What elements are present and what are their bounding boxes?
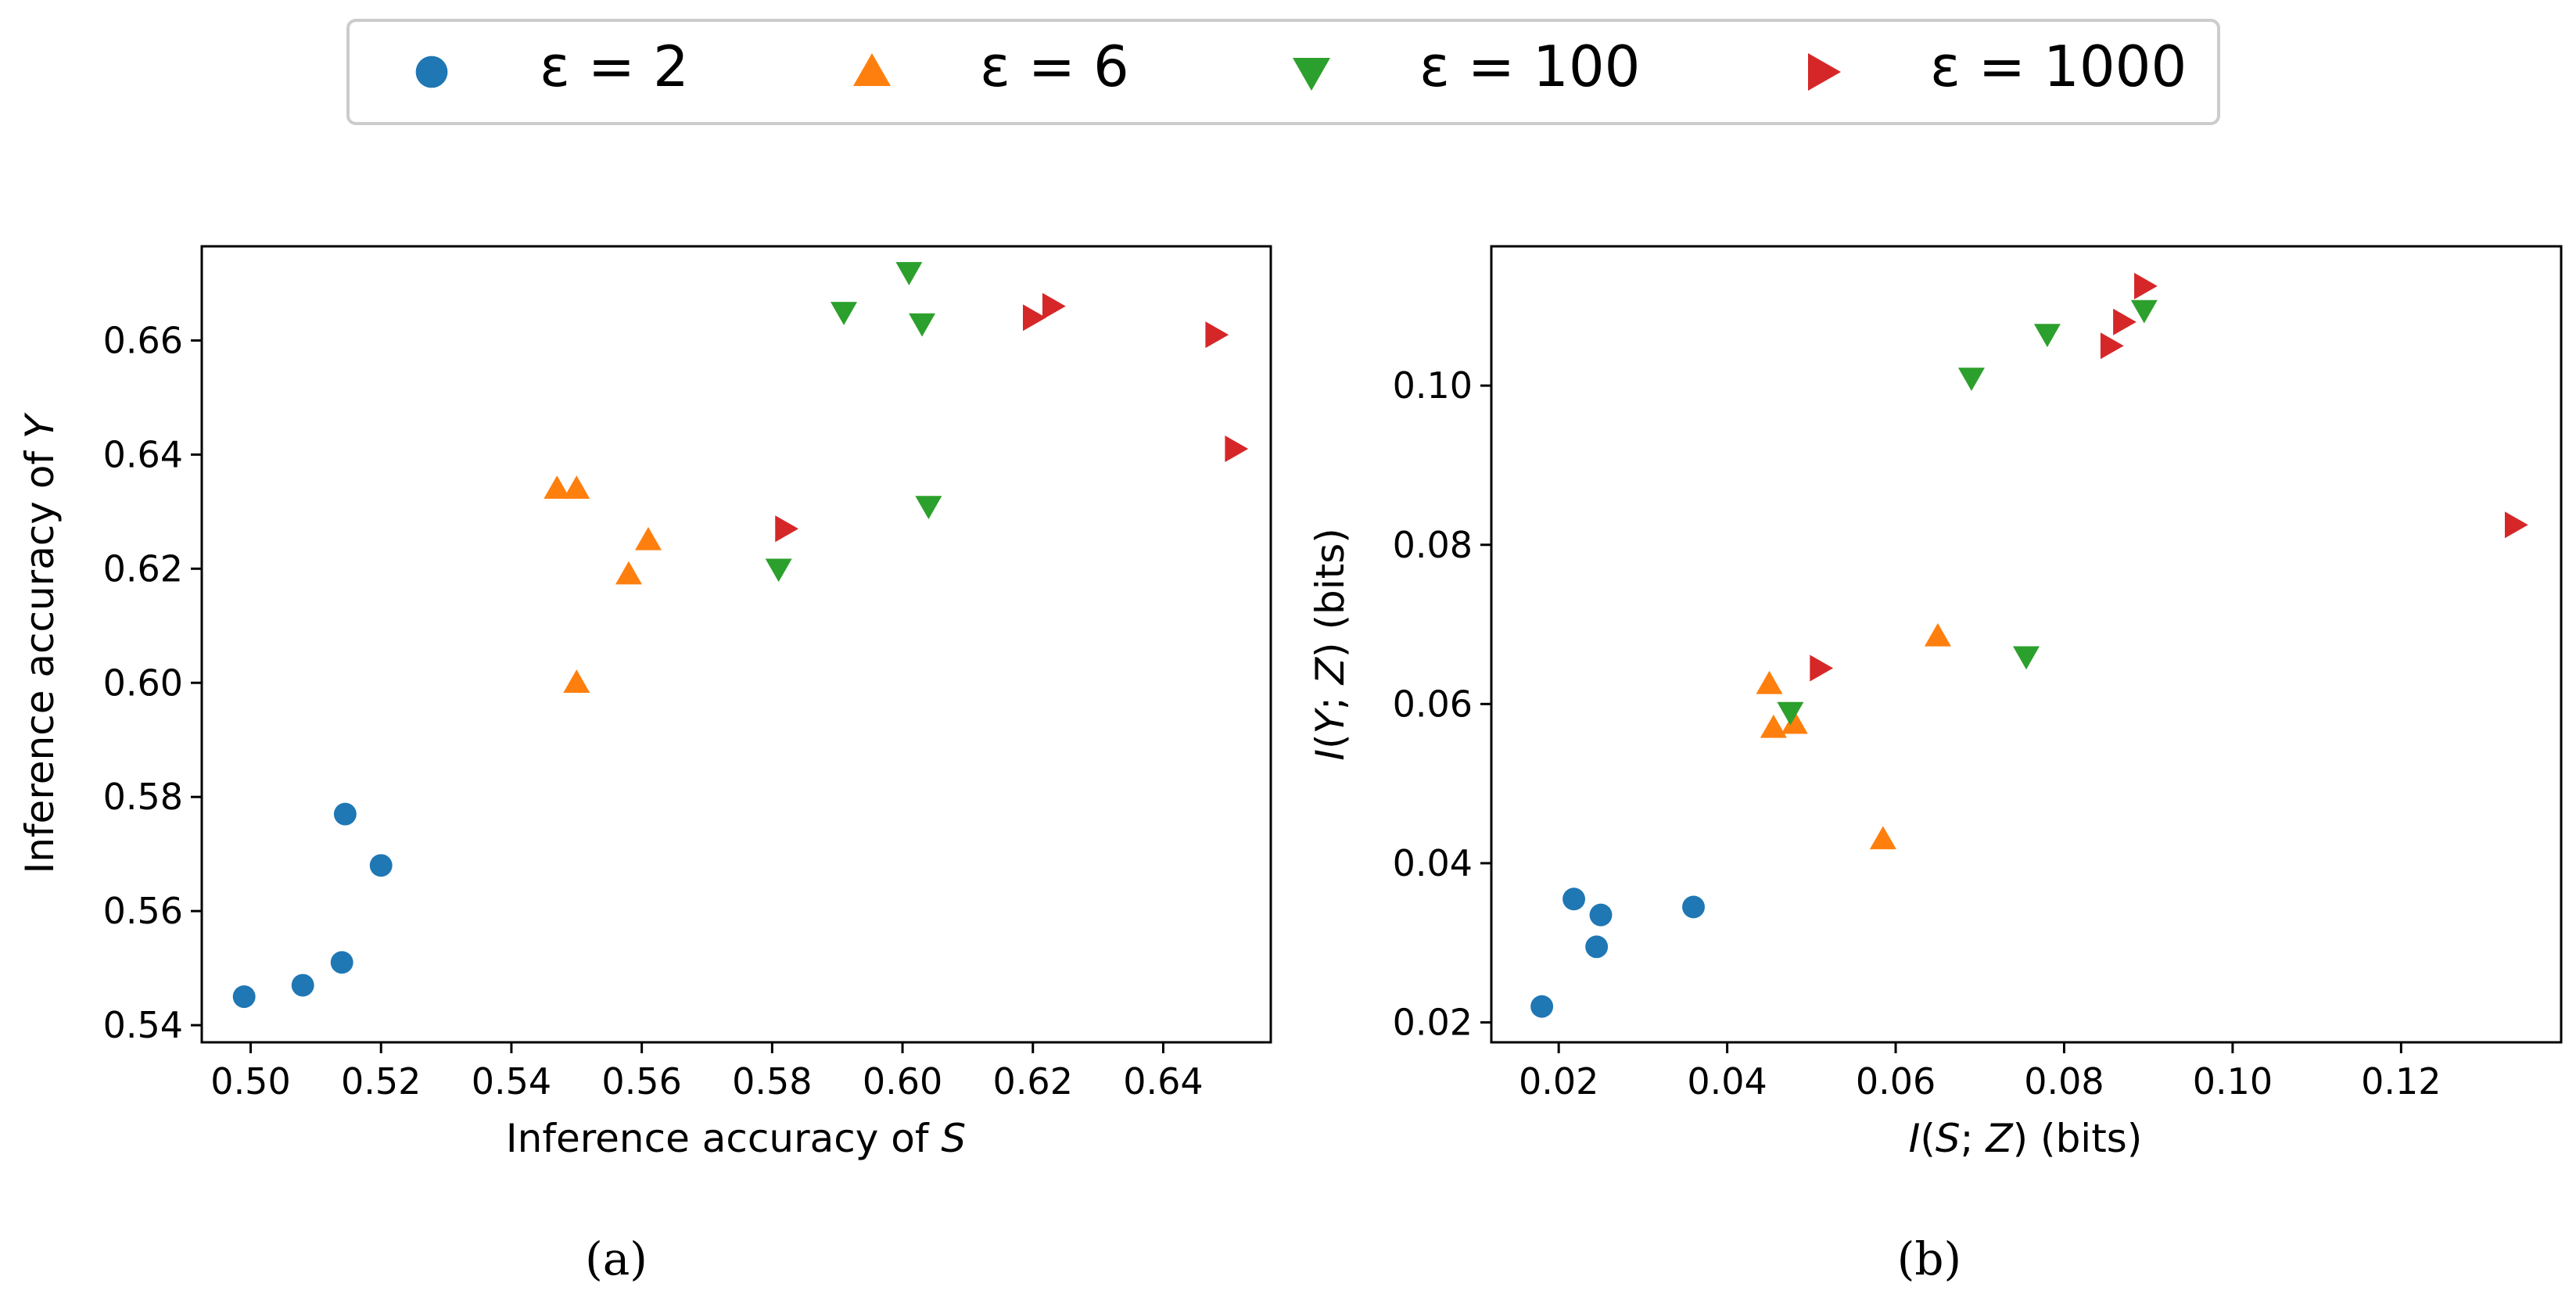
chart-a-point-triangle-down: [909, 313, 936, 337]
legend-marker-circle: [415, 56, 448, 88]
chart-b-point-triangle-right: [2134, 272, 2158, 299]
chart-a-ylabel: Inference accuracy of Y: [17, 412, 63, 873]
chart-a-ytick-label: 0.60: [103, 662, 183, 704]
chart-b-point-circle: [1562, 887, 1586, 911]
chart-a-plot-area: [200, 245, 1272, 1044]
chart-b-point-triangle-right: [1810, 654, 1834, 682]
chart-a-point-triangle-right: [1023, 304, 1046, 332]
chart-a-panel-label: (a): [585, 1232, 648, 1285]
chart-b-ytick-label: 0.06: [1393, 683, 1473, 725]
chart-a-ytick-label: 0.64: [103, 433, 183, 475]
chart-b-point-triangle-up: [1869, 826, 1896, 850]
chart-b-point-triangle-down: [2033, 324, 2061, 347]
chart-b-point-circle: [1682, 895, 1705, 919]
chart-a-point-triangle-down: [765, 558, 792, 583]
chart-b-point-triangle-up: [1760, 714, 1787, 738]
chart-a-xtick-label: 0.62: [993, 1060, 1073, 1103]
chart-a-point-circle: [232, 985, 256, 1009]
chart-b-point-triangle-up: [1756, 670, 1783, 694]
chart-b-ytick-label: 0.02: [1393, 1002, 1473, 1044]
chart-a-point-triangle-right: [1205, 321, 1229, 349]
chart-b-point-triangle-down: [2013, 646, 2040, 670]
chart-b-ytick-label: 0.08: [1393, 524, 1473, 566]
chart-a-xtick-label: 0.60: [863, 1060, 942, 1103]
chart-a-xtick-label: 0.56: [601, 1060, 681, 1103]
chart-b-point-circle: [1589, 903, 1613, 927]
chart-a-xtick-label: 0.54: [472, 1060, 551, 1103]
chart-b-xtick-label: 0.06: [1856, 1060, 1936, 1103]
chart-a-point-triangle-up: [615, 561, 642, 585]
legend-label: ε = 1000: [1930, 34, 2187, 99]
chart-a-xtick-label: 0.50: [210, 1060, 290, 1103]
chart-a-xtick-label: 0.58: [732, 1060, 812, 1103]
chart-b-point-triangle-right: [2113, 308, 2137, 335]
chart-a-xtick-label: 0.64: [1123, 1060, 1203, 1103]
chart-b-point-circle: [1530, 995, 1554, 1018]
chart-a-point-triangle-down: [895, 262, 923, 285]
chart-b-panel-label: (b): [1897, 1232, 1961, 1285]
chart-a-ytick-label: 0.62: [103, 547, 183, 590]
legend-marker-triangle-right: [1808, 53, 1841, 91]
legend-marker-triangle-down: [1293, 58, 1330, 91]
chart-b-point-triangle-right: [2505, 511, 2528, 539]
chart-a-ytick-label: 0.54: [103, 1004, 183, 1046]
chart-b-xtick-label: 0.10: [2193, 1060, 2273, 1103]
chart-b-ytick-label: 0.04: [1393, 842, 1473, 884]
chart-b-point-triangle-down: [1957, 368, 1985, 391]
chart-a-ytick-label: 0.58: [103, 776, 183, 818]
chart-b-xtick-label: 0.02: [1519, 1060, 1598, 1103]
chart-a-point-triangle-right: [1225, 436, 1249, 463]
chart-b-xtick-label: 0.08: [2024, 1060, 2104, 1103]
chart-b-xtick-label: 0.04: [1687, 1060, 1767, 1103]
chart-b-xlabel: I(S; Z) (bits): [1909, 1116, 2143, 1161]
chart-a-ytick-label: 0.66: [103, 319, 183, 361]
chart-a-point-circle: [330, 951, 353, 974]
chart-a-ytick-label: 0.56: [103, 890, 183, 932]
chart-b-point-triangle-up: [1924, 622, 1951, 647]
chart-a-point-triangle-up: [544, 475, 571, 499]
chart-b-point-triangle-right: [2100, 332, 2124, 360]
chart-a-xlabel: Inference accuracy of S: [506, 1116, 966, 1161]
chart-b-point-triangle-down: [1777, 701, 1804, 726]
legend-label: ε = 2: [540, 34, 689, 99]
chart-a-point-triangle-up: [563, 669, 590, 694]
legend-label: ε = 6: [980, 34, 1129, 99]
chart-b-ylabel: I(Y; Z) (bits): [1308, 528, 1353, 761]
chart-b-ytick-label: 0.10: [1393, 364, 1473, 407]
chart-a-xtick-label: 0.52: [341, 1060, 421, 1103]
chart-a: 0.50 0.52 0.54 0.56 0.58 0.60 0.62 0.64 0.54 0.56…: [17, 245, 1272, 1285]
legend-label: ε = 100: [1419, 34, 1640, 99]
chart-a-point-triangle-right: [1042, 292, 1066, 320]
chart-b-point-triangle-up: [1781, 710, 1808, 734]
chart-a-point-triangle-up: [634, 526, 662, 550]
chart-a-point-triangle-down: [915, 496, 942, 520]
chart-a-point-circle: [333, 802, 357, 826]
chart-b-point-circle: [1585, 935, 1609, 959]
legend-marker-triangle-up: [853, 53, 891, 86]
chart-a-point-circle: [369, 854, 393, 877]
chart-a-point-triangle-right: [775, 515, 799, 543]
chart-a-point-circle: [291, 974, 314, 997]
chart-b: 0.02 0.04 0.06 0.08 0.10 0.12 0.02 0.04 0.06 0.08…: [1308, 245, 2563, 1285]
legend: ε = 2 ε = 6 ε = 100 ε = 1000: [346, 19, 2220, 125]
chart-b-plot-area: [1490, 245, 2563, 1044]
legend-frame: [346, 19, 2220, 125]
chart-b-xtick-label: 0.12: [2361, 1060, 2441, 1103]
chart-a-point-triangle-up: [563, 475, 590, 499]
chart-a-point-triangle-down: [831, 302, 858, 325]
chart-b-point-triangle-down: [2130, 299, 2158, 324]
